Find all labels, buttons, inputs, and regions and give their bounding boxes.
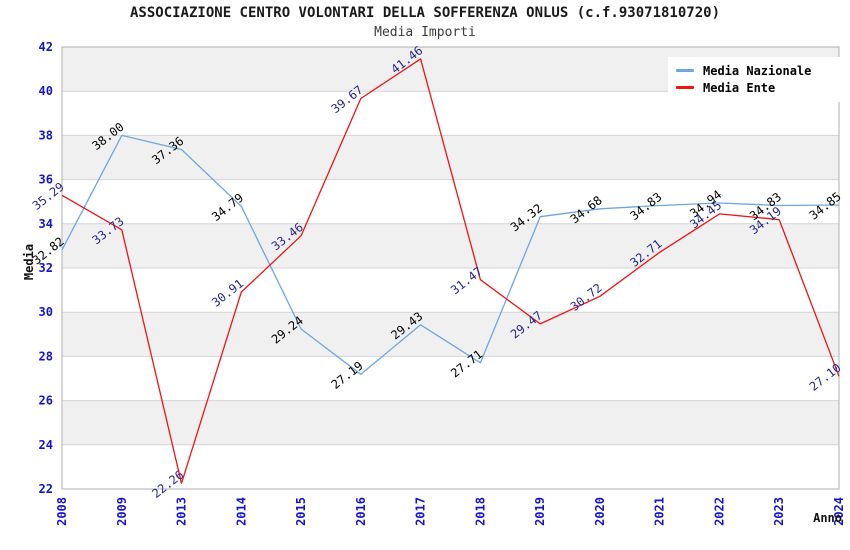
series-line-media-ente [61, 58, 840, 484]
y-tick-label: 34 [39, 217, 53, 231]
y-tick-label: 32 [39, 261, 53, 275]
series-line-media-nazionale [61, 134, 840, 375]
legend-item-media-nazionale: Media Nazionale [676, 62, 846, 79]
legend: Media Nazionale Media Ente [668, 57, 846, 102]
x-tick-label: 2022 [712, 497, 726, 526]
x-tick-label: 2023 [772, 497, 786, 526]
plot-border [61, 46, 840, 490]
plot-stripe [62, 400, 839, 445]
plot-stripe [62, 135, 839, 180]
legend-item-media-ente: Media Ente [676, 79, 846, 96]
x-tick-label: 2016 [354, 497, 368, 526]
x-tick-label: 2017 [414, 497, 428, 526]
y-tick-label: 22 [39, 482, 53, 496]
x-tick-label: 2014 [234, 497, 248, 526]
x-tick-label: 2021 [653, 497, 667, 526]
x-tick-label: 2024 [832, 497, 846, 526]
x-tick-label: 2015 [294, 497, 308, 526]
chart-title: ASSOCIAZIONE CENTRO VOLONTARI DELLA SOFF… [129, 5, 720, 21]
x-tick-label: 2008 [55, 497, 69, 526]
plot-stripe [62, 312, 839, 357]
y-tick-label: 42 [39, 40, 53, 54]
y-tick-label: 38 [39, 128, 53, 142]
chart-subtitle: Media Importi [374, 25, 476, 40]
y-tick-label: 28 [39, 349, 53, 363]
x-tick-label: 2018 [473, 497, 487, 526]
y-tick-label: 26 [39, 394, 53, 408]
legend-label-nazionale: Media Nazionale [703, 63, 812, 78]
y-tick-label: 36 [39, 173, 53, 187]
legend-swatch-ente-icon [676, 86, 694, 89]
y-axis-title: Media [22, 243, 36, 281]
x-tick-label: 2009 [115, 497, 129, 526]
legend-swatch-nazionale-icon [676, 69, 694, 72]
legend-label-ente: Media Ente [703, 80, 776, 95]
x-tick-label: 2020 [593, 497, 607, 526]
x-tick-label: 2013 [175, 497, 189, 526]
x-axis-title: Anno [813, 511, 842, 525]
y-tick-label: 24 [39, 438, 53, 452]
y-tick-label: 30 [39, 305, 53, 319]
plot-stripe [62, 223, 839, 268]
x-tick-label: 2019 [533, 497, 547, 526]
y-tick-label: 40 [39, 84, 53, 98]
